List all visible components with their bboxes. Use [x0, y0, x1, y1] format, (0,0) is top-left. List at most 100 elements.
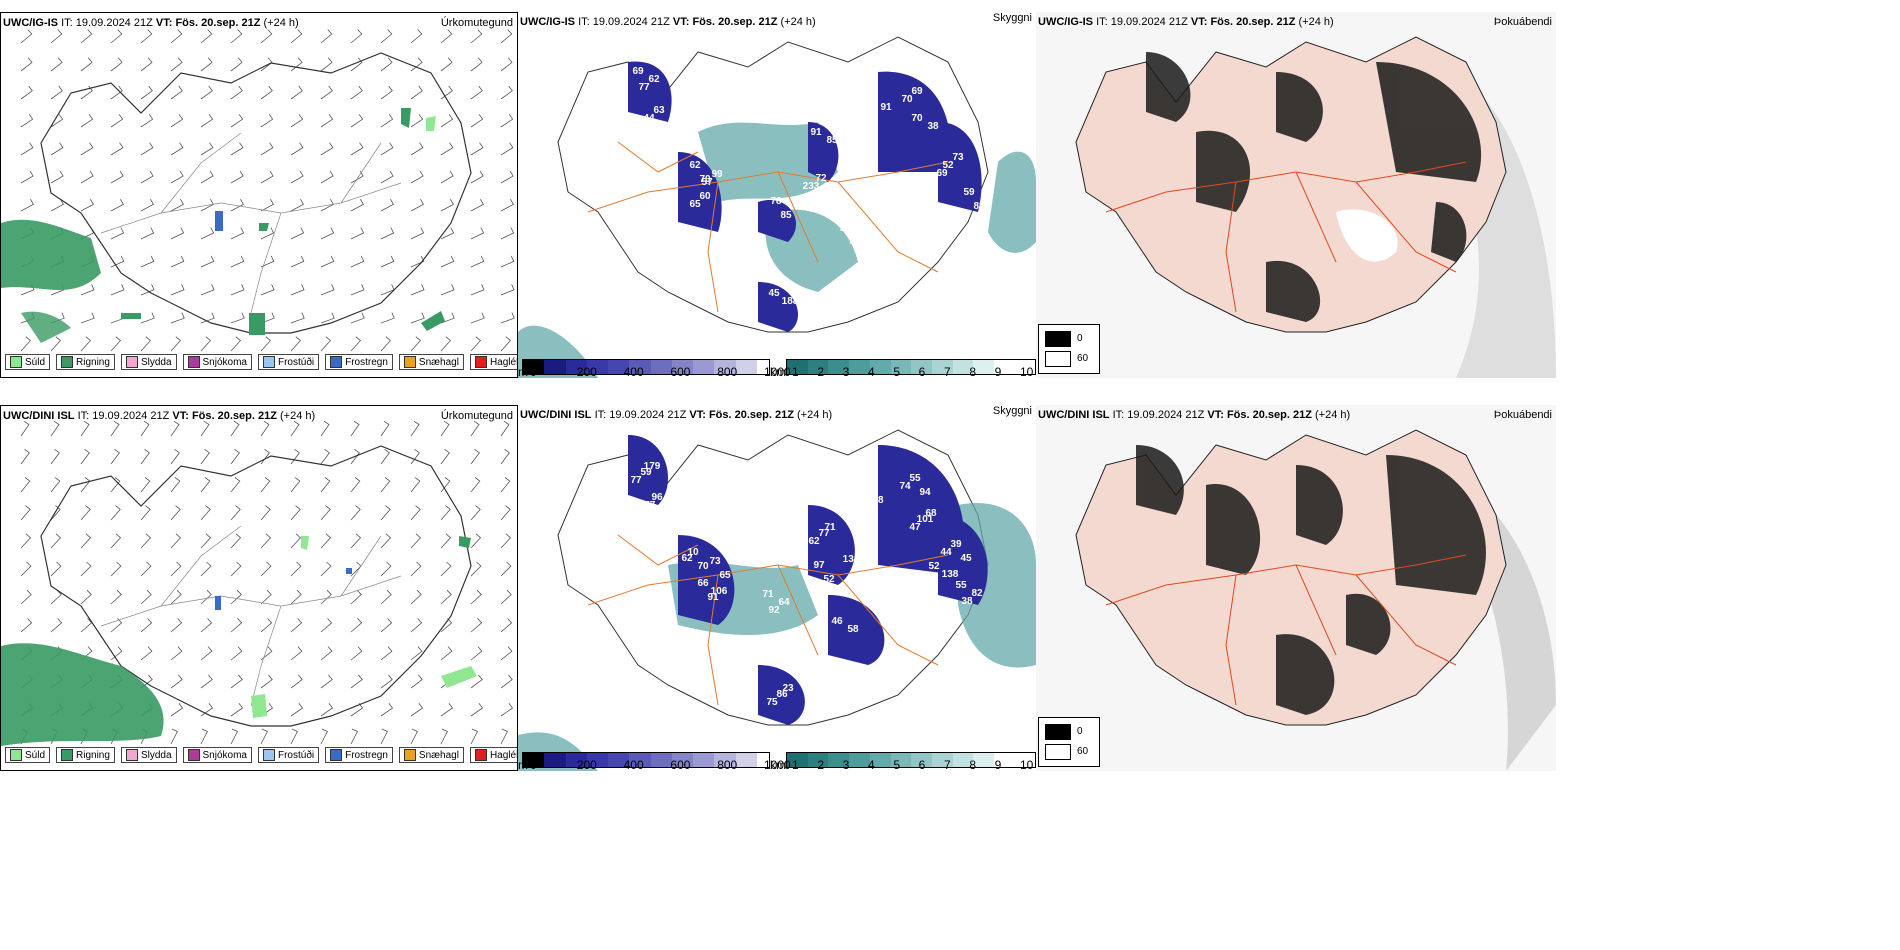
wind-barb — [320, 702, 334, 717]
legend-item: Súld — [5, 354, 51, 370]
wind-barb — [350, 255, 365, 268]
wind-barb — [380, 227, 395, 240]
colorbar-tick: 3 — [842, 758, 850, 771]
panel-title: UWC/DINI ISL IT: 19.09.2024 21Z VT: Fös.… — [1038, 409, 1351, 421]
wind-barb — [170, 227, 185, 240]
fog-legend-swatch-0 — [1045, 724, 1071, 740]
wind-barb — [500, 505, 511, 521]
wind-barb — [200, 284, 215, 296]
wind-barb — [440, 29, 453, 44]
wind-barb — [500, 142, 514, 156]
legend-swatch — [61, 749, 74, 761]
legend-item: Frostregn — [325, 354, 393, 370]
wind-barb — [230, 284, 245, 296]
wind-barb — [470, 589, 482, 605]
wind-barb — [110, 199, 124, 212]
wind-barb — [380, 420, 390, 437]
ceiling-colorbar-labels: m 0 200 400 600 800 1000 — [518, 365, 791, 378]
wind-barb — [80, 420, 90, 437]
ceiling-label: 39 — [950, 539, 962, 550]
wind-barb — [140, 618, 153, 633]
legend-label: Snæhagl — [418, 356, 459, 368]
wind-barb — [20, 336, 31, 352]
legend-item: Snjókoma — [182, 747, 252, 763]
wind-barb — [380, 114, 394, 128]
wind-barb — [50, 29, 63, 44]
wind-barb — [410, 448, 420, 465]
wind-barb — [500, 477, 511, 493]
cloud-ceiling-map-row2: UWC/DINI ISL IT: 19.09.2024 21Z VT: Fös.… — [518, 405, 1036, 771]
wind-barb — [110, 420, 120, 437]
wind-barb — [320, 533, 332, 549]
wind-barb — [470, 142, 484, 156]
fog-legend-swatch-0 — [1045, 331, 1071, 347]
wind-barb — [290, 561, 302, 577]
ceiling-label: 60 — [699, 191, 711, 202]
roads — [100, 132, 402, 314]
wind-barb — [80, 29, 93, 44]
wind-barb — [260, 114, 274, 128]
wind-barb — [290, 199, 304, 212]
legend-swatch — [474, 356, 487, 368]
wind-barb — [440, 227, 455, 240]
wind-barb — [380, 728, 388, 745]
wind-barb — [20, 448, 30, 465]
ceiling-label: 42 — [849, 237, 861, 248]
wind-barb — [350, 142, 364, 156]
wind-barb — [200, 646, 213, 661]
wind-barb — [200, 227, 215, 240]
legend-item: Haglél — [469, 747, 517, 763]
wind-barb — [20, 561, 32, 577]
ceiling-label: 46 — [831, 616, 843, 627]
ceiling-label: 52 — [823, 574, 835, 585]
wind-barb — [440, 142, 454, 156]
wind-barb — [140, 142, 154, 156]
wind-barb — [80, 505, 91, 521]
colorbar-tick: 800 — [717, 365, 738, 378]
wind-barb — [290, 142, 304, 156]
ceiling-label: 73 — [900, 595, 912, 606]
legend-swatch — [330, 356, 343, 368]
wind-barb — [80, 336, 91, 352]
colorbar-tick: 2 — [817, 365, 825, 378]
wind-barb — [80, 170, 94, 184]
wind-barb — [170, 448, 180, 465]
colorbar-unit: km — [770, 758, 786, 771]
wind-barb — [410, 29, 423, 44]
wind-barb — [260, 477, 271, 493]
wind-barb — [320, 674, 333, 689]
colorbar-unit: m — [518, 365, 528, 378]
panel-tag: Þokuábendi — [1493, 16, 1552, 28]
ceiling-label: 58 — [847, 624, 859, 635]
ceiling-areas — [628, 61, 982, 332]
colorbar-segment — [714, 360, 736, 374]
wind-barb — [170, 420, 180, 437]
wind-barb — [440, 448, 450, 465]
legend-label: Rigning — [76, 749, 110, 761]
wind-barb — [290, 674, 303, 689]
wind-barb — [470, 227, 485, 240]
legend-label: Snæhagl — [418, 749, 459, 761]
wind-barb — [230, 227, 245, 240]
wind-barb — [500, 702, 514, 717]
wind-barb — [500, 227, 515, 240]
wind-barb — [230, 199, 244, 212]
wind-barb — [440, 646, 453, 661]
legend-swatch — [262, 356, 275, 368]
wind-barb — [200, 533, 212, 549]
wind-barb — [140, 646, 153, 661]
wind-barb — [110, 533, 122, 549]
wind-barb — [200, 336, 211, 352]
wind-barb — [470, 702, 484, 717]
wind-barb — [110, 57, 123, 72]
wind-barb — [350, 674, 363, 689]
wind-barb — [410, 336, 421, 352]
wind-barb — [440, 57, 453, 72]
wind-barb — [230, 477, 241, 493]
colorbar-tick: 4 — [868, 758, 875, 771]
wind-barb — [20, 505, 31, 521]
ceiling-label: 38 — [927, 121, 939, 132]
colorbar-tick: 1000 — [764, 365, 791, 378]
colorbar-tick: 6 — [918, 758, 926, 771]
